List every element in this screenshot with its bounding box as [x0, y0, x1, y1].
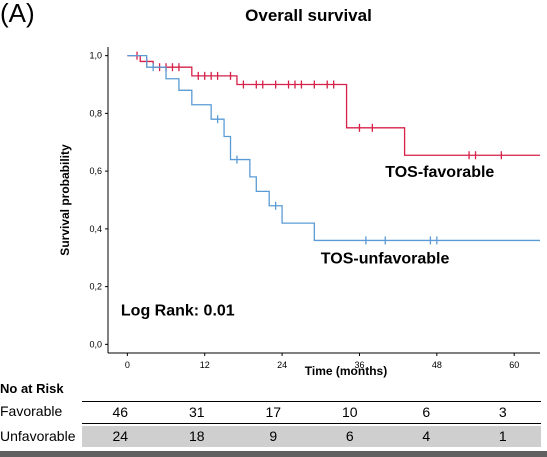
y-tick-label: 0,2 — [89, 282, 102, 292]
risk-cell: 46 — [112, 404, 129, 420]
risk-row-cells: 24 18 9 6 4 1 — [82, 426, 541, 447]
survival-curve-favorable — [127, 55, 540, 156]
annotation-favorable: TOS-favorable — [385, 164, 494, 181]
y-axis-label: Survival probability — [58, 144, 72, 256]
km-plot: 0,0 0,2 0,4 0,6 0,8 1,0 0 12 24 36 48 60 Survival p… — [58, 47, 540, 378]
y-tick-label: 0,8 — [89, 108, 102, 118]
ticks: 0,0 0,2 0,4 0,6 0,8 1,0 0 12 24 36 48 60 — [89, 51, 519, 370]
bottom-bar — [0, 451, 547, 457]
axes — [107, 47, 540, 354]
y-tick-label: 0,0 — [89, 339, 102, 349]
risk-row-label: Favorable — [0, 403, 63, 419]
risk-cell: 24 — [112, 428, 129, 444]
risk-row-favorable: Favorable 46 31 17 10 6 3 — [0, 401, 547, 424]
x-tick-label: 0 — [125, 360, 130, 370]
risk-cell: 4 — [422, 428, 431, 444]
survival-curve-unfavorable — [127, 55, 540, 242]
risk-table-title: No at Risk — [0, 381, 64, 396]
x-tick-label: 24 — [277, 360, 287, 370]
risk-cell: 6 — [422, 404, 431, 420]
annotation-unfavorable: TOS-unfavorable — [321, 251, 450, 268]
x-tick-label: 48 — [432, 360, 442, 370]
x-tick-label: 60 — [509, 360, 519, 370]
y-tick-label: 0,6 — [89, 166, 102, 176]
risk-cell: 9 — [269, 428, 278, 444]
y-tick-label: 0,4 — [89, 224, 102, 234]
risk-cell: 18 — [188, 428, 205, 444]
risk-cell: 10 — [341, 404, 358, 420]
risk-cell: 6 — [345, 428, 354, 444]
risk-row-label: Unfavorable — [0, 428, 76, 444]
y-tick-label: 1,0 — [89, 51, 102, 61]
x-tick-label: 36 — [354, 360, 364, 370]
risk-cell: 1 — [498, 428, 507, 444]
risk-row-cells: 46 31 17 10 6 3 — [82, 401, 541, 424]
annotation-log-rank: Log Rank: 0.01 — [121, 302, 235, 319]
x-tick-label: 12 — [200, 360, 210, 370]
risk-cell: 17 — [265, 404, 282, 420]
risk-cell: 31 — [188, 404, 205, 420]
panel-label: (A) — [0, 0, 35, 28]
survival-curves — [127, 51, 540, 245]
x-axis-label: Time (months) — [305, 364, 387, 378]
chart-title: Overall survival — [245, 6, 372, 25]
risk-cell: 3 — [498, 404, 507, 420]
risk-row-unfavorable: Unfavorable 24 18 9 6 4 1 — [0, 426, 547, 447]
